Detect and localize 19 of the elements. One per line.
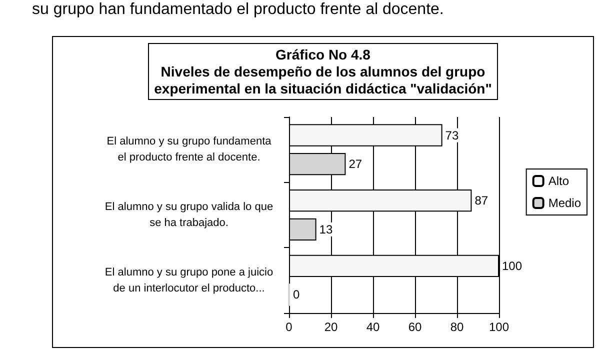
y-tick-label: El alumno y su grupo fundamenta el producto frente al docente. bbox=[106, 136, 272, 164]
x-tick-label: 0 bbox=[286, 320, 293, 334]
y-tick-label: El alumno y su grupo valida lo que se ha trabajado. bbox=[104, 201, 274, 229]
text: su grupo han fundamentado el producto frente al docente. bbox=[32, 0, 444, 20]
y-tick-label: El alumno y su grupo pone a juicio de un interlocutor el producto... bbox=[104, 266, 274, 294]
legend-label: Alto bbox=[548, 174, 570, 188]
data-label: 87 bbox=[474, 194, 488, 208]
x-tick-label: 20 bbox=[324, 320, 338, 334]
x-tick-label: 80 bbox=[450, 320, 464, 334]
x-tick-label: 60 bbox=[408, 320, 422, 334]
data-label: 73 bbox=[445, 128, 459, 142]
x-tick-label: 100 bbox=[488, 320, 510, 334]
data-label: 27 bbox=[348, 157, 362, 172]
data-label: 0 bbox=[293, 288, 300, 302]
data-label: 100 bbox=[502, 258, 522, 273]
data-label: 13 bbox=[319, 222, 333, 236]
chart-title: Gráfico No 4.8 Niveles de desempeño de los alumnos del grupo experimental en la situación didáctica "validación" bbox=[154, 46, 492, 96]
legend-label: Medio bbox=[548, 196, 582, 210]
x-tick-label: 40 bbox=[366, 320, 380, 334]
